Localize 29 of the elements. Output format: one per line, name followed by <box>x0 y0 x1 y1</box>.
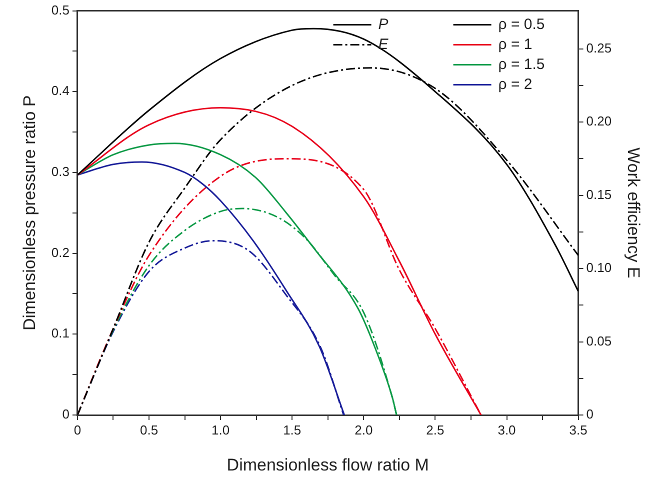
x-axis-title: Dimensionless flow ratio M <box>226 455 429 474</box>
x-tick-label: 3.5 <box>569 422 588 438</box>
x-tick-label: 2.5 <box>426 422 444 438</box>
annotation: E <box>378 36 390 53</box>
y2-tick-label: 0 <box>586 406 594 422</box>
legend-label: ρ = 1.5 <box>498 56 545 73</box>
y2-tick-label: 0.15 <box>586 186 612 202</box>
y-tick-label: 0.3 <box>51 164 70 180</box>
y2-tick-label: 0.10 <box>586 260 612 276</box>
y-tick-label: 0.1 <box>51 326 70 341</box>
y2-tick-label: 0.05 <box>586 333 612 348</box>
y2-tick-label: 0.25 <box>586 40 612 56</box>
y-tick-label: 0.2 <box>51 244 70 260</box>
x-tick-label: 0 <box>74 422 82 438</box>
y2-tick-label: 0.20 <box>586 114 612 129</box>
annotation: P <box>378 16 388 33</box>
x-tick-label: 1.0 <box>212 422 230 438</box>
x-tick-label: 0.5 <box>140 422 158 438</box>
x-tick-label: 3.0 <box>498 422 516 438</box>
y-tick-label: 0.5 <box>51 2 70 18</box>
legend-label: ρ = 1 <box>498 36 532 53</box>
x-tick-label: 2.0 <box>354 422 373 438</box>
legend-label: ρ = 0.5 <box>498 16 545 33</box>
y-tick-label: 0.4 <box>51 83 70 98</box>
y-tick-label: 0 <box>62 406 70 422</box>
x-tick-label: 1.5 <box>283 422 302 438</box>
y-axis-title: Dimensionless pressure ratio P <box>20 95 39 331</box>
y2-axis-title: Work efficiency E <box>624 148 644 278</box>
legend-label: ρ = 2 <box>498 76 532 93</box>
